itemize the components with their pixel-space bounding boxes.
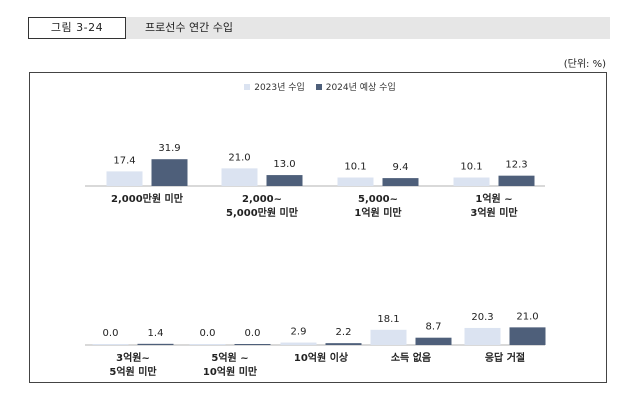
value-label-2023-6: 2.9 [291,327,307,338]
bar-2024-5 [234,344,271,345]
value-label-2023-0: 17.4 [113,155,135,166]
bar-2024-0 [151,159,188,186]
category-label-4: 3억원~ [116,351,150,364]
value-label-2023-8: 20.3 [471,312,493,323]
value-label-2023-5: 0.0 [200,328,216,339]
category-label-2: 1억원 미만 [354,206,402,219]
bar-2023-1 [221,168,258,186]
bar-2023-2 [337,177,374,186]
category-label-6: 10억원 이상 [294,351,349,364]
category-label-4: 5억원 미만 [109,365,157,378]
category-label-1: 5,000만원 미만 [226,206,299,219]
value-label-2024-6: 2.2 [336,327,352,338]
bar-2023-0 [106,171,143,186]
unit-label: (단위: %) [563,59,606,70]
category-label-2: 5,000~ [358,194,398,205]
figure-number: 그림 3-24 [28,17,126,39]
legend-swatch-2023 [244,83,251,90]
bar-2024-3 [498,175,535,186]
bar-2024-4 [137,343,174,345]
value-label-2023-1: 21.0 [228,152,250,163]
value-label-2024-4: 1.4 [148,328,164,339]
bar-2024-7 [415,337,452,345]
category-label-3: 1억원 ~ [475,192,512,205]
bar-2023-5 [189,344,226,345]
category-label-0: 2,000만원 미만 [111,192,184,205]
category-label-8: 응답 거절 [485,351,525,364]
figure-header: 그림 3-24 프로선수 연간 수입 [28,17,610,39]
chart-frame [29,72,607,383]
category-label-7: 소득 없음 [391,351,431,364]
category-label-3: 3억원 미만 [470,206,518,219]
category-label-5: 10억원 미만 [203,365,258,378]
legend-label-2024: 2024년 예상 수입 [325,83,396,93]
chart-legend: 2023년 수입 2024년 예상 수입 [0,80,640,93]
value-label-2024-2: 9.4 [393,162,409,173]
bar-2023-7 [370,329,407,345]
bar-2024-2 [382,178,419,186]
legend-swatch-2024 [315,83,322,90]
value-label-2023-7: 18.1 [377,314,399,325]
bar-2023-3 [453,177,490,186]
bar-2023-8 [464,327,501,345]
value-label-2024-5: 0.0 [245,328,261,339]
value-label-2024-8: 21.0 [516,311,538,322]
value-label-2023-2: 10.1 [344,162,366,173]
bar-2024-8 [509,327,546,345]
bar-2024-6 [325,343,362,345]
bar-2023-4 [92,344,129,345]
value-label-2023-4: 0.0 [103,328,119,339]
value-label-2024-7: 8.7 [426,322,442,333]
value-label-2024-3: 12.3 [505,160,527,171]
legend-label-2023: 2023년 수입 [254,83,305,93]
figure-title: 프로선수 연간 수입 [145,21,233,34]
value-label-2024-0: 31.9 [158,143,180,154]
legend-item-2024: 2024년 예상 수입 [315,80,396,93]
bar-2023-6 [280,342,317,345]
value-label-2023-3: 10.1 [460,162,482,173]
bar-2024-1 [266,175,303,186]
value-label-2024-1: 13.0 [273,159,295,170]
category-label-1: 2,000~ [242,194,282,205]
category-label-5: 5억원 ~ [211,351,248,364]
legend-item-2023: 2023년 수입 [244,80,305,93]
